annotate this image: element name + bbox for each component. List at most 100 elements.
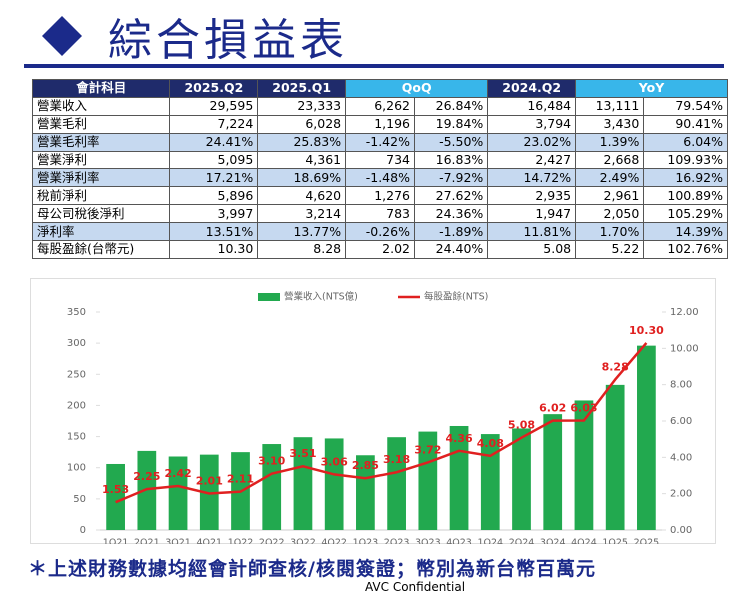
bar bbox=[356, 455, 375, 530]
y-tick-label: 350 bbox=[67, 307, 86, 318]
table-cell: 5,095 bbox=[169, 150, 259, 170]
table-cell: 7,224 bbox=[169, 114, 259, 134]
y-tick-label: 50 bbox=[73, 494, 86, 505]
table-row: 營業收入 29,595 23,333 6,262 26.84% 16,484 13,111 7… bbox=[31, 96, 728, 116]
table-row: 營業淨利 5,095 4,361 734 16.83% 2,427 2,668 109.93% bbox=[31, 150, 728, 170]
table-cell: 24.36% bbox=[413, 204, 489, 224]
line bbox=[115, 342, 648, 504]
table-cell: 1,947 bbox=[487, 204, 577, 224]
table-cell: 3,430 bbox=[575, 114, 645, 134]
table-row: 營業毛利 7,224 6,028 1,196 19.84% 3,794 3,430 90.41… bbox=[31, 114, 728, 134]
data-label: 3.72 bbox=[414, 443, 441, 456]
diamond-icon bbox=[42, 16, 82, 56]
table-cell: -1.48% bbox=[345, 168, 415, 188]
table-cell: 3,794 bbox=[487, 114, 577, 134]
bar bbox=[637, 345, 656, 530]
row-label: 營業毛利率 bbox=[31, 132, 171, 152]
x-tick-label: 1Q22 bbox=[228, 538, 254, 545]
bar bbox=[324, 438, 344, 530]
table-cell: 6.04% bbox=[643, 132, 728, 152]
bar bbox=[512, 428, 531, 530]
slide-title: 綜合損益表 bbox=[108, 15, 348, 66]
bar bbox=[106, 463, 125, 530]
y-tick-label: 200 bbox=[67, 400, 86, 411]
table-cell: -1.89% bbox=[413, 222, 489, 242]
table-cell: 109.93% bbox=[643, 150, 728, 170]
row-label: 淨利率 bbox=[31, 222, 171, 242]
x-tick-label: 2Q23 bbox=[384, 538, 410, 545]
y2-tick-label: 10.00 bbox=[670, 343, 699, 354]
x-tick-label: 4Q23 bbox=[446, 538, 472, 545]
bar bbox=[480, 434, 500, 530]
table-cell: -1.42% bbox=[345, 132, 415, 152]
x-tick-label: 3Q23 bbox=[415, 538, 441, 545]
table-cell: 734 bbox=[345, 150, 415, 170]
y-tick-label: 0 bbox=[80, 525, 86, 536]
data-label: 1.53 bbox=[102, 483, 129, 496]
table-cell: 24.41% bbox=[169, 132, 259, 152]
table-cell: 13.77% bbox=[257, 222, 347, 242]
table-cell: -0.26% bbox=[345, 222, 415, 242]
y-tick-label: 250 bbox=[67, 369, 86, 380]
x-tick-label: 2Q22 bbox=[259, 538, 285, 545]
table-cell: 4,620 bbox=[257, 186, 347, 206]
table-cell: 102.76% bbox=[643, 240, 728, 259]
table-cell: 1.70% bbox=[575, 222, 645, 242]
legend-swatch bbox=[258, 293, 280, 301]
bar bbox=[293, 437, 313, 530]
table-cell: 5.08 bbox=[487, 240, 577, 259]
chart: 0 50 100 150 200 250 300 350 0.00 2.00 4.00 6.00 8.0… bbox=[30, 278, 716, 544]
table-cell: 14.39% bbox=[643, 222, 728, 242]
table-cell: 2,961 bbox=[575, 186, 645, 206]
data-label: 8.28 bbox=[602, 361, 629, 374]
y2-tick-label: 2.00 bbox=[670, 489, 692, 500]
table-cell: 29,595 bbox=[169, 96, 259, 116]
bar bbox=[168, 456, 188, 530]
table-cell: 79.54% bbox=[643, 96, 728, 116]
table-cell: 1,196 bbox=[345, 114, 415, 134]
table-cell: 2,668 bbox=[575, 150, 645, 170]
x-tick-label: 1Q24 bbox=[477, 538, 503, 545]
table-cell: 8.28 bbox=[257, 240, 347, 259]
data-label: 4.08 bbox=[477, 437, 504, 450]
table-cell: 18.69% bbox=[257, 168, 347, 188]
y2-tick-label: 0.00 bbox=[670, 525, 692, 536]
table-cell: 25.83% bbox=[257, 132, 347, 152]
y2-tick-label: 6.00 bbox=[670, 416, 692, 427]
column-header: 2025.Q1 bbox=[257, 79, 347, 98]
table-row: 營業淨利率 17.21% 18.69% -1.48% -7.92% 14.72% 2.49%… bbox=[31, 168, 728, 188]
row-label: 營業淨利 bbox=[31, 150, 171, 170]
table-cell: 2,427 bbox=[487, 150, 577, 170]
table-cell: 16.92% bbox=[643, 168, 728, 188]
table-cell: 2.02 bbox=[345, 240, 415, 259]
x-tick-label: 1Q23 bbox=[353, 538, 379, 545]
table-body: 營業收入 29,595 23,333 6,262 26.84% 16,484 13,111 7… bbox=[31, 96, 728, 259]
x-tick-label: 2Q24 bbox=[509, 538, 535, 545]
x-tick-label: 4Q21 bbox=[196, 538, 222, 545]
table-cell: 4,361 bbox=[257, 150, 347, 170]
table-row: 營業毛利率 24.41% 25.83% -1.42% -5.50% 23.02% 1.39%… bbox=[31, 132, 728, 152]
table-row: 稅前淨利 5,896 4,620 1,276 27.62% 2,935 2,961 100.8… bbox=[31, 186, 728, 206]
x-tick-label: 3Q24 bbox=[540, 538, 566, 545]
table-cell: 23,333 bbox=[257, 96, 347, 116]
table-cell: 13.51% bbox=[169, 222, 259, 242]
x-tick-label: 3Q22 bbox=[290, 538, 316, 545]
data-label: 5.08 bbox=[508, 419, 535, 432]
table-cell: 27.62% bbox=[413, 186, 489, 206]
data-label: 3.51 bbox=[289, 447, 316, 460]
data-label: 4.36 bbox=[445, 432, 472, 445]
legend-label: 營業收入(NTS億) bbox=[284, 291, 358, 303]
table-cell: 1,276 bbox=[345, 186, 415, 206]
row-label: 營業淨利率 bbox=[31, 168, 171, 188]
column-header: 2024.Q2 bbox=[487, 79, 577, 98]
table-cell: 105.29% bbox=[643, 204, 728, 224]
data-label: 6.02 bbox=[539, 402, 566, 415]
data-label: 2.01 bbox=[196, 474, 223, 487]
data-label: 2.42 bbox=[164, 467, 191, 480]
table-cell: 16,484 bbox=[487, 96, 577, 116]
bar bbox=[262, 444, 282, 530]
y-tick-label: 100 bbox=[67, 463, 86, 474]
x-tick-label: 2Q21 bbox=[134, 538, 160, 545]
table-cell: 19.84% bbox=[413, 114, 489, 134]
title-rule bbox=[24, 64, 724, 68]
